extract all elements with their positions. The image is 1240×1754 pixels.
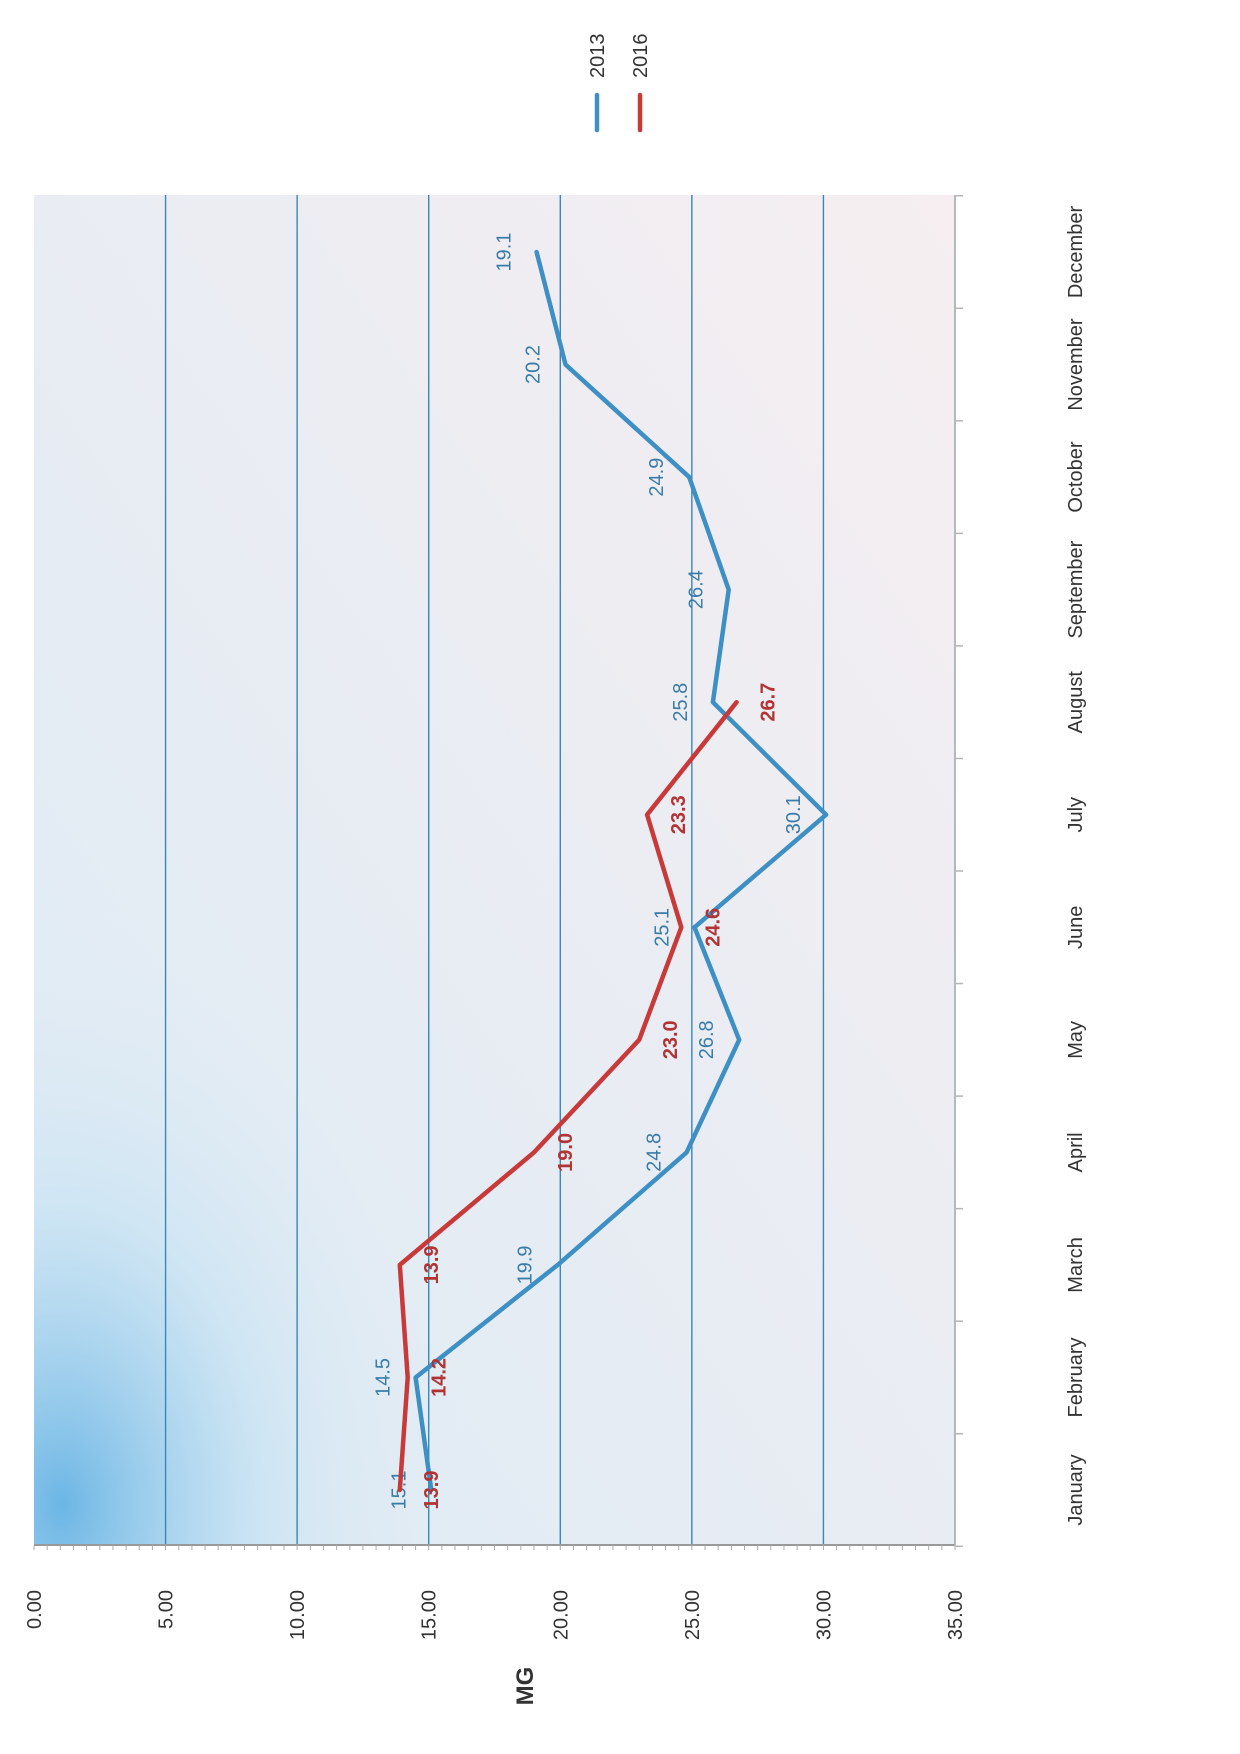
data-label: 20.2 xyxy=(523,345,545,384)
data-label: 23.0 xyxy=(660,1020,682,1059)
y-tick-label: 30.00 xyxy=(813,1590,835,1640)
data-label: 19.1 xyxy=(494,233,516,272)
data-label: 23.3 xyxy=(668,795,690,834)
data-label: 24.9 xyxy=(646,458,668,497)
x-tick-label: May xyxy=(1065,1021,1087,1059)
x-tick-label: July xyxy=(1065,797,1087,833)
legend-label: 2016 xyxy=(630,34,652,79)
y-tick-label: 15.00 xyxy=(419,1590,441,1640)
y-tick-label: 0.00 xyxy=(24,1590,46,1629)
data-label: 25.1 xyxy=(651,908,673,947)
x-tick-label: March xyxy=(1065,1237,1087,1293)
series-line-2016 xyxy=(397,699,739,1493)
data-label: 26.8 xyxy=(696,1020,718,1059)
series-line-2013 xyxy=(413,249,829,1493)
x-tick-label: August xyxy=(1065,671,1087,734)
x-tick-label: February xyxy=(1065,1337,1087,1417)
x-tick-label: January xyxy=(1065,1454,1087,1525)
y-tick-label: 10.00 xyxy=(287,1590,309,1640)
x-tick-label: November xyxy=(1065,318,1087,411)
data-label: 26.7 xyxy=(758,683,780,722)
plot-glow xyxy=(34,195,955,1545)
x-tick-label: December xyxy=(1065,206,1087,299)
x-tick-label: September xyxy=(1065,540,1087,638)
chart-root: 0.00 5.00 10.00 15.00 20.00 25.00 30.00 35.00 Ja… xyxy=(24,34,1087,1706)
data-label: 13.9 xyxy=(421,1245,443,1284)
data-label: 26.4 xyxy=(686,570,708,609)
legend-label: 2013 xyxy=(587,34,609,79)
y-tick-label: 25.00 xyxy=(682,1590,704,1640)
x-tick-label: October xyxy=(1065,441,1087,512)
data-label: 19.9 xyxy=(515,1245,537,1284)
y-axis-title: MG xyxy=(512,1667,539,1706)
data-label: 19.0 xyxy=(555,1133,577,1172)
y-tick-label: 35.00 xyxy=(945,1590,967,1640)
x-tick-label: June xyxy=(1065,906,1087,949)
data-label: 24.8 xyxy=(644,1133,666,1172)
data-label: 14.5 xyxy=(373,1358,395,1397)
data-label: 25.8 xyxy=(670,683,692,722)
data-label: 24.6 xyxy=(702,908,724,947)
x-tick-label: April xyxy=(1065,1132,1087,1172)
data-label: 13.9 xyxy=(421,1471,443,1510)
y-tick-label: 20.00 xyxy=(550,1590,572,1640)
y-tick-label: 5.00 xyxy=(156,1590,178,1629)
data-label: 14.2 xyxy=(429,1358,451,1397)
data-label: 30.1 xyxy=(783,795,805,834)
